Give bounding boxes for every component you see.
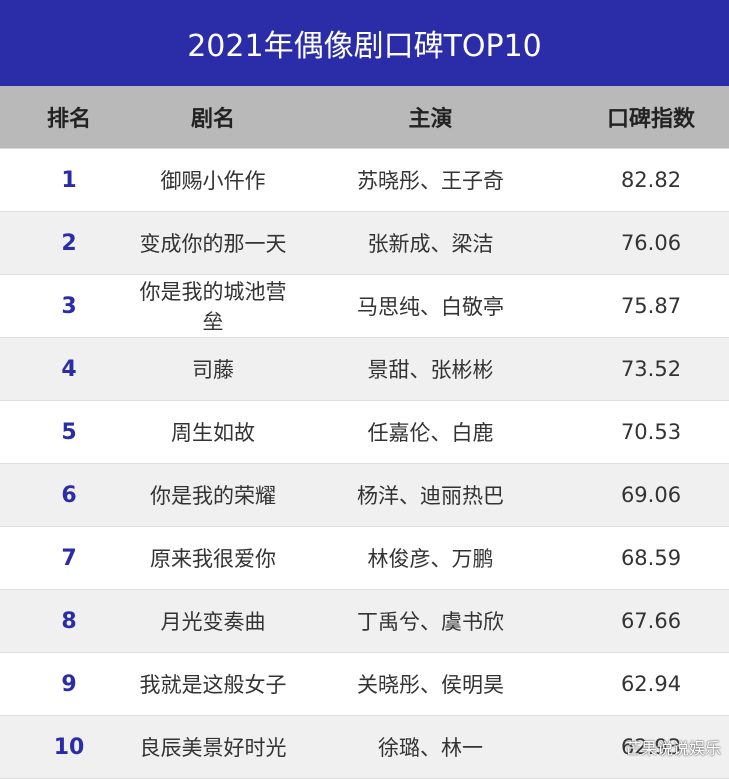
score-cell: 62.94 [620,672,682,696]
cast-cell: 张新成、梁洁 [367,232,494,256]
table-row: 7 原来我很爱你 林俊彦、万鹏 68.59 [0,527,729,590]
table-row: 4 司藤 景甜、张彬彬 73.52 [0,338,729,401]
drama-cell: 周生如故 [171,421,255,445]
score-cell: 82.82 [620,168,682,192]
header-drama: 剧名 [190,107,235,132]
rank-cell: 8 [61,608,77,634]
drama-cell: 变成你的那一天 [139,232,287,256]
cast-cell: 杨洋、迪丽热巴 [357,484,504,508]
drama-cell: 你是我的荣耀 [150,484,276,508]
cast-cell: 林俊彦、万鹏 [367,547,494,571]
score-cell: 67.66 [620,609,682,633]
drama-cell: 原来我很爱你 [150,547,276,571]
score-cell: 68.59 [620,546,682,570]
drama-cell: 月光变奏曲 [160,610,266,634]
cast-cell: 苏晓彤、王子奇 [357,169,504,193]
table-row: 2 变成你的那一天 张新成、梁洁 76.06 [0,212,729,275]
table-row: 1 御赐小仵作 苏晓彤、王子奇 82.82 [0,149,729,212]
rank-cell: 10 [53,734,85,760]
score-cell: 75.87 [620,294,682,318]
drama-cell: 御赐小仵作 [160,169,266,193]
score-cell: 69.06 [620,483,682,507]
cast-cell: 丁禹兮、虞书欣 [357,610,504,634]
table-header: 排名 剧名 主演 口碑指数 [0,86,729,149]
cast-cell: 任嘉伦、白鹿 [367,421,494,445]
table-row: 5 周生如故 任嘉伦、白鹿 70.53 [0,401,729,464]
header-rank: 排名 [46,107,91,132]
rank-cell: 2 [61,230,77,256]
drama-cell: 你是我的城池营垒 [139,280,287,334]
header-cast: 主演 [408,107,453,132]
rank-cell: 3 [61,293,77,319]
table-row: 6 你是我的荣耀 杨洋、迪丽热巴 69.06 [0,464,729,527]
rank-cell: 4 [61,356,77,382]
table-row: 8 月光变奏曲 丁禹兮、虞书欣 67.66 [0,590,729,653]
drama-cell: 良辰美景好时光 [139,736,287,760]
rank-cell: 9 [61,671,77,697]
table-row: 9 我就是这般女子 关晓彤、侯明昊 62.94 [0,653,729,716]
cast-cell: 马思纯、白敬亭 [357,295,504,319]
score-cell: 62.93 [620,735,682,759]
drama-cell: 司藤 [192,358,234,382]
cast-cell: 景甜、张彬彬 [367,358,494,382]
rank-cell: 6 [61,482,77,508]
cast-cell: 关晓彤、侯明昊 [357,673,504,697]
rank-cell: 5 [61,419,77,445]
table-body: 1 御赐小仵作 苏晓彤、王子奇 82.82 2 变成你的那一天 张新成、梁洁 76.06 3… [0,149,729,779]
rank-cell: 7 [61,545,77,571]
watermark: 芒果说说娱乐 [624,739,721,758]
score-cell: 76.06 [620,231,682,255]
rank-cell: 1 [61,167,77,193]
cast-cell: 徐璐、林一 [378,736,483,760]
header-score: 口碑指数 [606,107,695,132]
score-cell: 70.53 [620,420,682,444]
table-row: 3 你是我的城池营垒 马思纯、白敬亭 75.87 [0,275,729,338]
table-row: 10 良辰美景好时光 徐璐、林一 62.93 [0,716,729,779]
page-title: 2021年偶像剧口碑TOP10 [0,0,729,86]
drama-cell: 我就是这般女子 [139,673,287,697]
score-cell: 73.52 [620,357,682,381]
